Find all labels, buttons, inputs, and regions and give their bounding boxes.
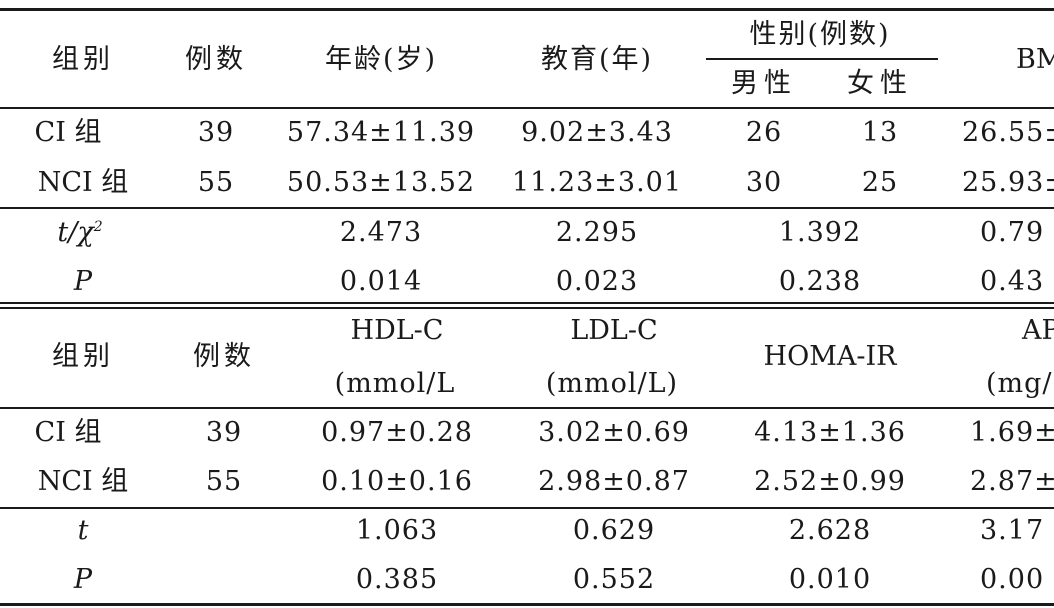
t1-header-male: 男性	[731, 68, 797, 99]
t1-row1-education: 9.02±3.43	[521, 117, 673, 148]
t2-header-hdl: HDL-C	[350, 315, 444, 346]
t2-row2-group: NCI 组	[37, 466, 129, 497]
table2-bottom-rule	[0, 603, 1054, 606]
t1-row2-male: 30	[745, 167, 783, 198]
t2-stat1-hdl: 1.063	[355, 515, 439, 546]
table2-body-rule	[0, 507, 1054, 509]
t1-row2-bmi: 25.93±	[962, 167, 1054, 198]
t1-stat1-sex: 1.392	[778, 217, 862, 248]
sex-header-underline	[706, 58, 938, 60]
t2-header-hdl-unit: (mmol/L	[334, 368, 456, 399]
t1-row1-bmi: 26.55±	[962, 117, 1054, 148]
t2-header-count: 例数	[193, 341, 255, 372]
t2-header-ap-unit: (mg/	[986, 368, 1053, 399]
t1-row2-age: 50.53±13.52	[286, 167, 476, 198]
t1-stat-label-t-chi: t/χ2	[57, 216, 102, 250]
t2-stat1-homa: 2.628	[788, 515, 872, 546]
t1-row1-age: 57.34±11.39	[286, 117, 476, 148]
t1-row2-count: 55	[197, 167, 235, 198]
t1-stat2-sex: 0.238	[778, 266, 862, 297]
table-divider-top	[0, 302, 1054, 304]
t1-stat1-age: 2.473	[339, 217, 423, 248]
t2-row1-count: 39	[205, 417, 243, 448]
t2-stat-label-p: P	[73, 564, 93, 595]
table2-header-rule	[0, 407, 1054, 409]
t1-stat1-education: 2.295	[555, 217, 639, 248]
t1-stat2-age: 0.014	[339, 266, 423, 297]
t1-header-female: 女性	[847, 68, 913, 99]
t1-row1-female: 13	[861, 117, 899, 148]
t2-row2-ap: 2.87±	[970, 466, 1054, 497]
t1-header-education: 教育(年)	[540, 44, 654, 75]
t2-row2-hdl: 0.10±0.16	[321, 466, 473, 497]
t1-stat1-bmi: 0.79	[980, 217, 1045, 248]
t2-header-ldl: LDL-C	[570, 315, 658, 346]
t1-header-count: 例数	[185, 44, 247, 75]
t1-header-bmi: BM	[1016, 44, 1054, 75]
t2-row2-ldl: 2.98±0.87	[538, 466, 690, 497]
t1-header-group: 组别	[52, 44, 114, 75]
table1-header-rule	[0, 107, 1054, 109]
t1-stat2-bmi: 0.43	[980, 266, 1045, 297]
t1-stat-label-p: P	[73, 266, 93, 297]
t2-header-ap: AP	[1022, 315, 1054, 346]
t2-row1-ap: 1.69±	[970, 417, 1054, 448]
t2-stat-label-t: t	[77, 515, 89, 546]
t1-stat-label-text: t/χ	[57, 217, 94, 248]
t2-stat2-ap: 0.00	[980, 564, 1045, 595]
t1-row2-female: 25	[861, 167, 899, 198]
t1-header-sex: 性别(例数)	[749, 19, 891, 50]
t2-header-group: 组别	[52, 341, 114, 372]
t2-header-ldl-unit: (mmol/L)	[545, 368, 679, 399]
t2-row1-ldl: 3.02±0.69	[538, 417, 690, 448]
t2-stat2-ldl: 0.552	[572, 564, 656, 595]
t1-row1-count: 39	[197, 117, 235, 148]
t1-header-age: 年龄(岁)	[324, 44, 438, 75]
t1-row1-group: CI 组	[34, 117, 102, 148]
t2-row1-homa: 4.13±1.36	[754, 417, 906, 448]
t2-header-homa: HOMA-IR	[763, 341, 897, 372]
table-divider-bottom	[0, 307, 1054, 309]
t2-stat2-homa: 0.010	[788, 564, 872, 595]
t1-row2-education: 11.23±3.01	[511, 167, 683, 198]
t2-row1-hdl: 0.97±0.28	[321, 417, 473, 448]
t1-row2-group: NCI 组	[37, 167, 129, 198]
t2-stat1-ldl: 0.629	[572, 515, 656, 546]
t2-row1-group: CI 组	[34, 417, 102, 448]
t2-stat2-hdl: 0.385	[355, 564, 439, 595]
t1-stat2-education: 0.023	[555, 266, 639, 297]
table1-top-rule	[0, 8, 1054, 11]
table1-body-rule	[0, 207, 1054, 209]
t1-stat-label-sup: 2	[93, 219, 103, 235]
t2-stat1-ap: 3.17	[980, 515, 1045, 546]
t1-row1-male: 26	[745, 117, 783, 148]
t2-row2-count: 55	[205, 466, 243, 497]
t2-row2-homa: 2.52±0.99	[754, 466, 906, 497]
